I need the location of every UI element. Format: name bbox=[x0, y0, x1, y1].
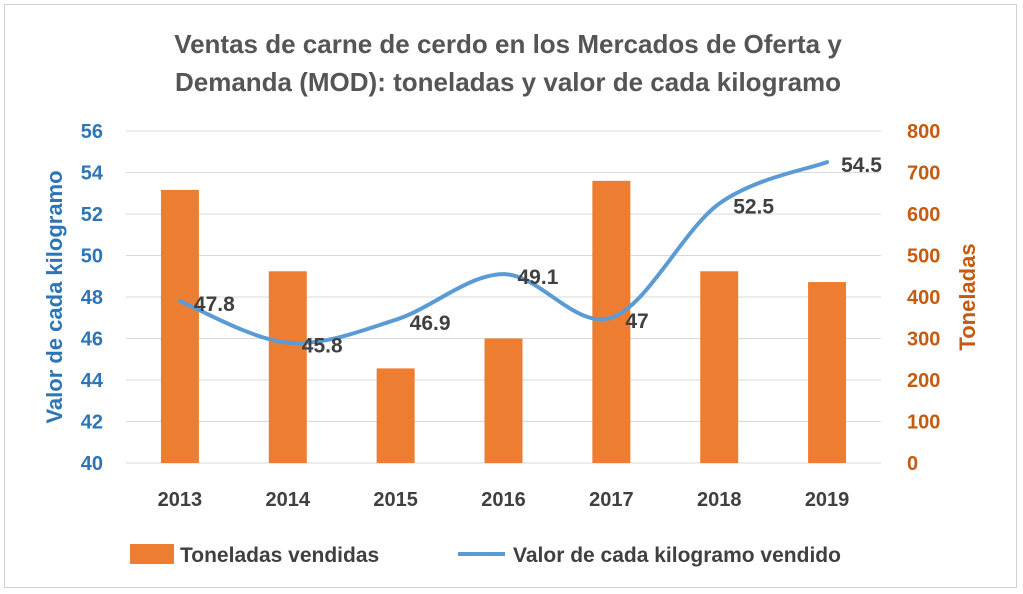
bar-2016 bbox=[484, 338, 523, 463]
left-tick-label: 52 bbox=[81, 204, 103, 226]
chart-title-line-2: Demanda (MOD): toneladas y valor de cada… bbox=[175, 67, 841, 97]
left-tick-label: 50 bbox=[81, 246, 103, 268]
bar-2018 bbox=[700, 271, 739, 463]
legend: Toneladas vendidas Valor de cada kilogra… bbox=[130, 544, 841, 567]
bar-2019 bbox=[808, 282, 847, 463]
chart-title-line-1: Ventas de carne de cerdo en los Mercados… bbox=[174, 29, 842, 59]
left-axis-title: Valor de cada kilogramo bbox=[42, 170, 67, 423]
data-label-2018: 52.5 bbox=[733, 196, 774, 219]
bar-2015 bbox=[376, 368, 415, 463]
right-tick-label: 0 bbox=[907, 453, 918, 475]
data-label-2017: 47 bbox=[625, 310, 648, 333]
x-tick-label: 2016 bbox=[481, 489, 526, 511]
data-label-2014: 45.8 bbox=[302, 335, 343, 358]
left-tick-label: 54 bbox=[81, 163, 104, 185]
line-data-labels: 47.8 45.8 46.9 49.1 47 52.5 54.5 bbox=[194, 154, 882, 358]
x-tick-label: 2017 bbox=[589, 489, 634, 511]
data-label-2019: 54.5 bbox=[841, 154, 882, 177]
x-tick-label: 2015 bbox=[373, 489, 418, 511]
right-axis-title: Toneladas bbox=[955, 243, 980, 350]
x-tick-label: 2019 bbox=[805, 489, 850, 511]
right-tick-label: 200 bbox=[907, 370, 940, 392]
bar-2014 bbox=[268, 271, 307, 463]
right-tick-label: 700 bbox=[907, 163, 940, 185]
right-axis-ticks: 0 100 200 300 400 500 600 700 800 bbox=[907, 121, 940, 475]
x-tick-label: 2013 bbox=[158, 489, 203, 511]
right-tick-label: 500 bbox=[907, 246, 940, 268]
left-axis-ticks: 40 42 44 46 48 50 52 54 56 bbox=[81, 121, 104, 475]
data-label-2013: 47.8 bbox=[194, 293, 235, 316]
legend-swatch-bars bbox=[130, 544, 174, 564]
left-tick-label: 44 bbox=[81, 370, 104, 392]
left-tick-label: 46 bbox=[81, 329, 103, 351]
right-tick-label: 600 bbox=[907, 204, 940, 226]
bar-2013 bbox=[160, 189, 199, 463]
left-tick-label: 56 bbox=[81, 121, 103, 143]
right-tick-label: 300 bbox=[907, 329, 940, 351]
gridlines bbox=[126, 130, 881, 464]
left-tick-label: 48 bbox=[81, 287, 103, 309]
x-axis-ticks: 2013 2014 2015 2016 2017 2018 2019 bbox=[158, 489, 850, 511]
right-tick-label: 800 bbox=[907, 121, 940, 143]
right-tick-label: 100 bbox=[907, 412, 940, 434]
line-series bbox=[177, 160, 830, 346]
right-tick-label: 400 bbox=[907, 287, 940, 309]
legend-label-line: Valor de cada kilogramo vendido bbox=[513, 544, 841, 567]
x-tick-label: 2014 bbox=[266, 489, 311, 511]
bar-series bbox=[160, 180, 847, 464]
bar-2017 bbox=[592, 180, 631, 464]
left-tick-label: 42 bbox=[81, 412, 103, 434]
data-label-2016: 49.1 bbox=[518, 266, 559, 289]
data-label-2015: 46.9 bbox=[410, 312, 451, 335]
left-tick-label: 40 bbox=[81, 453, 103, 475]
x-tick-label: 2018 bbox=[697, 489, 742, 511]
legend-label-bars: Toneladas vendidas bbox=[180, 544, 379, 567]
